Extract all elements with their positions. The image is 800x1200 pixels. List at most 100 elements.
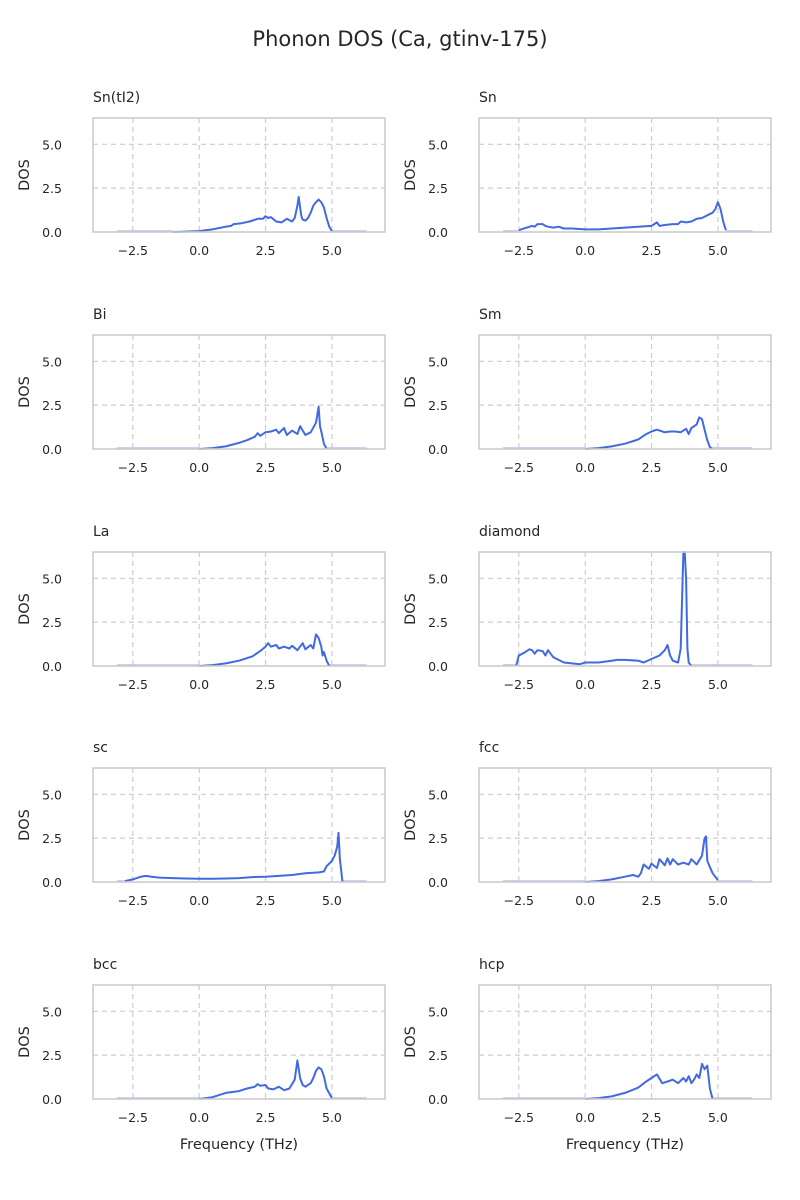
y-tick-label: 5.0 — [42, 1004, 62, 1019]
y-tick-label: 0.0 — [428, 1092, 448, 1107]
y-tick-label: 0.0 — [428, 442, 448, 457]
axes-frame — [478, 984, 772, 1100]
y-tick-label: 5.0 — [42, 354, 62, 369]
dos-series-line-0 — [585, 1062, 714, 1100]
y-tick-label: 0.0 — [42, 442, 62, 457]
y-tick-label: 5.0 — [428, 137, 448, 152]
x-tick-label: 5.0 — [708, 460, 728, 475]
subplot-sm: Sm −2.5 0.0 2.5 5.0 0.0 2.5 5.0 DOS — [403, 307, 772, 475]
y-axis-label: DOS — [403, 1026, 419, 1058]
y-axis-label: DOS — [403, 376, 419, 408]
y-tick-label: 2.5 — [428, 831, 448, 846]
subplot-title: Sm — [479, 307, 502, 323]
x-tick-label: −2.5 — [504, 893, 534, 908]
axes-frame — [92, 984, 386, 1100]
subplot-la: La −2.5 0.0 2.5 5.0 0.0 2.5 5.0 DOS — [17, 524, 386, 692]
subplot-sc: sc −2.5 0.0 2.5 5.0 0.0 2.5 5.0 DOS — [17, 740, 386, 908]
x-tick-label: 0.0 — [189, 677, 209, 692]
y-tick-label: 0.0 — [428, 875, 448, 890]
y-tick-label: 5.0 — [42, 787, 62, 802]
x-tick-label: −2.5 — [118, 893, 148, 908]
x-tick-label: 5.0 — [322, 677, 342, 692]
y-tick-label: 5.0 — [428, 354, 448, 369]
y-tick-label: 5.0 — [428, 571, 448, 586]
x-tick-label: 5.0 — [708, 1110, 728, 1125]
y-tick-label: 2.5 — [428, 615, 448, 630]
y-tick-label: 0.0 — [428, 659, 448, 674]
y-tick-label: 2.5 — [428, 1048, 448, 1063]
y-axis-label: DOS — [17, 809, 33, 841]
x-tick-label: 2.5 — [642, 1110, 662, 1125]
y-tick-label: 5.0 — [428, 787, 448, 802]
y-tick-label: 2.5 — [42, 831, 62, 846]
y-tick-label: 2.5 — [42, 398, 62, 413]
x-tick-label: 5.0 — [708, 893, 728, 908]
x-tick-label: −2.5 — [118, 460, 148, 475]
x-tick-label: 0.0 — [189, 243, 209, 258]
x-tick-label: 0.0 — [575, 1110, 595, 1125]
dos-series-line-0 — [518, 201, 727, 232]
y-tick-label: 5.0 — [42, 571, 62, 586]
subplot-sn-ti2-: Sn(tI2) −2.5 0.0 2.5 5.0 0.0 2.5 5.0 DOS — [17, 90, 386, 258]
x-tick-label: 0.0 — [575, 460, 595, 475]
dos-series-line-0 — [585, 416, 714, 450]
y-tick-label: 0.0 — [42, 659, 62, 674]
x-tick-label: 2.5 — [256, 677, 276, 692]
y-tick-label: 2.5 — [428, 181, 448, 196]
y-axis-label: DOS — [17, 1026, 33, 1058]
x-tick-label: 2.5 — [256, 460, 276, 475]
x-tick-label: 0.0 — [575, 243, 595, 258]
y-tick-label: 0.0 — [42, 1092, 62, 1107]
x-tick-label: 5.0 — [322, 1110, 342, 1125]
y-axis-label: DOS — [403, 809, 419, 841]
y-axis-label: DOS — [403, 593, 419, 625]
x-tick-label: 5.0 — [322, 460, 342, 475]
subplot-bi: Bi −2.5 0.0 2.5 5.0 0.0 2.5 5.0 DOS — [17, 307, 386, 475]
x-tick-label: 2.5 — [642, 677, 662, 692]
y-tick-label: 2.5 — [42, 615, 62, 630]
dos-series-line-0 — [172, 195, 333, 233]
x-tick-label: −2.5 — [504, 460, 534, 475]
subplot-fcc: fcc −2.5 0.0 2.5 5.0 0.0 2.5 5.0 DOS — [403, 740, 772, 908]
subplot-title: La — [93, 524, 109, 540]
x-tick-label: 2.5 — [256, 893, 276, 908]
y-axis-label: DOS — [17, 376, 33, 408]
subplot-title: Sn(tI2) — [93, 90, 140, 106]
x-tick-label: −2.5 — [118, 243, 148, 258]
dos-series-line-0 — [124, 831, 344, 883]
axes-frame — [92, 117, 386, 233]
y-tick-label: 0.0 — [428, 225, 448, 240]
y-tick-label: 2.5 — [42, 1048, 62, 1063]
axes-frame — [92, 551, 386, 667]
subplot-hcp: hcp −2.5 0.0 2.5 5.0 0.0 2.5 5.0 DOS Frequency (T… — [403, 957, 772, 1153]
y-tick-label: 5.0 — [428, 1004, 448, 1019]
axes-frame — [478, 767, 772, 883]
y-tick-label: 2.5 — [42, 181, 62, 196]
subplot-title: bcc — [93, 957, 117, 973]
y-tick-label: 2.5 — [428, 398, 448, 413]
x-tick-label: −2.5 — [504, 1110, 534, 1125]
x-tick-label: 0.0 — [575, 677, 595, 692]
x-tick-label: 5.0 — [322, 243, 342, 258]
y-tick-label: 0.0 — [42, 225, 62, 240]
dos-series-line-0 — [199, 1059, 333, 1100]
dos-series-line-0 — [199, 405, 328, 450]
y-axis-label: DOS — [17, 159, 33, 191]
x-tick-label: −2.5 — [504, 677, 534, 692]
subplot-title: Sn — [479, 90, 497, 106]
x-tick-label: 0.0 — [575, 893, 595, 908]
y-axis-label: DOS — [403, 159, 419, 191]
subplot-title: diamond — [479, 524, 540, 540]
axes-frame — [92, 334, 386, 450]
x-axis-label: Frequency (THz) — [566, 1137, 684, 1153]
x-tick-label: −2.5 — [118, 1110, 148, 1125]
x-tick-label: 5.0 — [708, 243, 728, 258]
y-axis-label: DOS — [17, 593, 33, 625]
subplot-sn: Sn −2.5 0.0 2.5 5.0 0.0 2.5 5.0 DOS — [403, 90, 772, 258]
x-tick-label: −2.5 — [504, 243, 534, 258]
axes-frame — [92, 767, 386, 883]
x-tick-label: −2.5 — [118, 677, 148, 692]
x-axis-label: Frequency (THz) — [180, 1137, 298, 1153]
